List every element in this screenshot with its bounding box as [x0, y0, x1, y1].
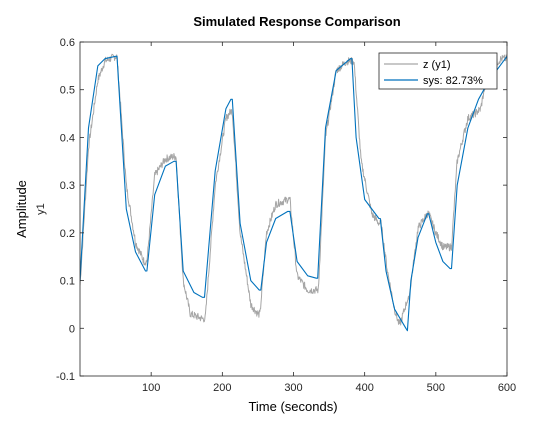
series-layer	[80, 53, 507, 332]
y-axis-sublabel: y1	[35, 203, 47, 215]
legend-label-simulated: sys: 82.73%	[423, 75, 483, 87]
y-tick-label: 0.6	[60, 37, 75, 49]
chart-title: Simulated Response Comparison	[193, 14, 400, 29]
legend-label-measured: z (y1)	[423, 59, 451, 71]
x-axis-label: Time (seconds)	[248, 399, 337, 414]
ticks-layer: 100 200 300 400 500 600 -0.1 0 0.1 0.2 0.3 0.4 0.5 0.…	[56, 37, 516, 394]
y-tick-label: 0.4	[60, 132, 75, 144]
y-axis-label: Amplitude	[14, 180, 29, 238]
legend: z (y1) sys: 82.73%	[378, 52, 498, 90]
x-tick-label: 500	[427, 382, 445, 394]
y-tick-label: 0.1	[60, 276, 75, 288]
y-tick-label: 0.5	[60, 85, 75, 97]
y-tick-label: -0.1	[56, 371, 75, 383]
y-tick-label: 0.3	[60, 180, 75, 192]
legend-box	[378, 52, 498, 90]
y-tick-label: 0.2	[60, 228, 75, 240]
x-tick-label: 400	[355, 382, 373, 394]
x-tick-label: 200	[213, 382, 231, 394]
x-tick-label: 600	[498, 382, 516, 394]
plot-area	[80, 42, 507, 376]
x-tick-label: 100	[142, 382, 160, 394]
x-tick-label: 300	[284, 382, 302, 394]
series-line-simulated	[80, 55, 507, 332]
y-tick-label: 0	[69, 323, 75, 335]
